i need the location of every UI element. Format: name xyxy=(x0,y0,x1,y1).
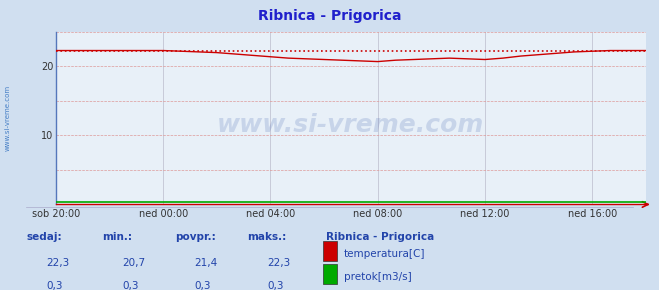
Text: 0,3: 0,3 xyxy=(194,281,211,290)
Text: www.si-vreme.com: www.si-vreme.com xyxy=(217,113,484,137)
Text: temperatura[C]: temperatura[C] xyxy=(344,249,426,259)
Text: 20,7: 20,7 xyxy=(122,258,145,268)
Text: 0,3: 0,3 xyxy=(122,281,138,290)
Text: 0,3: 0,3 xyxy=(46,281,63,290)
Text: 22,3: 22,3 xyxy=(267,258,290,268)
Text: 0,3: 0,3 xyxy=(267,281,283,290)
Text: 21,4: 21,4 xyxy=(194,258,217,268)
Text: pretok[m3/s]: pretok[m3/s] xyxy=(344,272,412,282)
Text: www.si-vreme.com: www.si-vreme.com xyxy=(5,85,11,151)
Text: maks.:: maks.: xyxy=(247,232,287,242)
Text: Ribnica - Prigorica: Ribnica - Prigorica xyxy=(258,9,401,23)
Text: povpr.:: povpr.: xyxy=(175,232,215,242)
Text: min.:: min.: xyxy=(102,232,132,242)
Text: Ribnica - Prigorica: Ribnica - Prigorica xyxy=(326,232,434,242)
Text: 22,3: 22,3 xyxy=(46,258,69,268)
Text: sedaj:: sedaj: xyxy=(26,232,62,242)
